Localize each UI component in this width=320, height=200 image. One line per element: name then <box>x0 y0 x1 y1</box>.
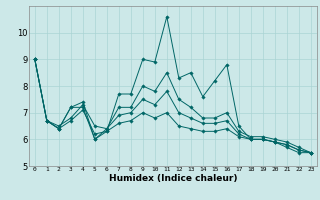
X-axis label: Humidex (Indice chaleur): Humidex (Indice chaleur) <box>108 174 237 183</box>
